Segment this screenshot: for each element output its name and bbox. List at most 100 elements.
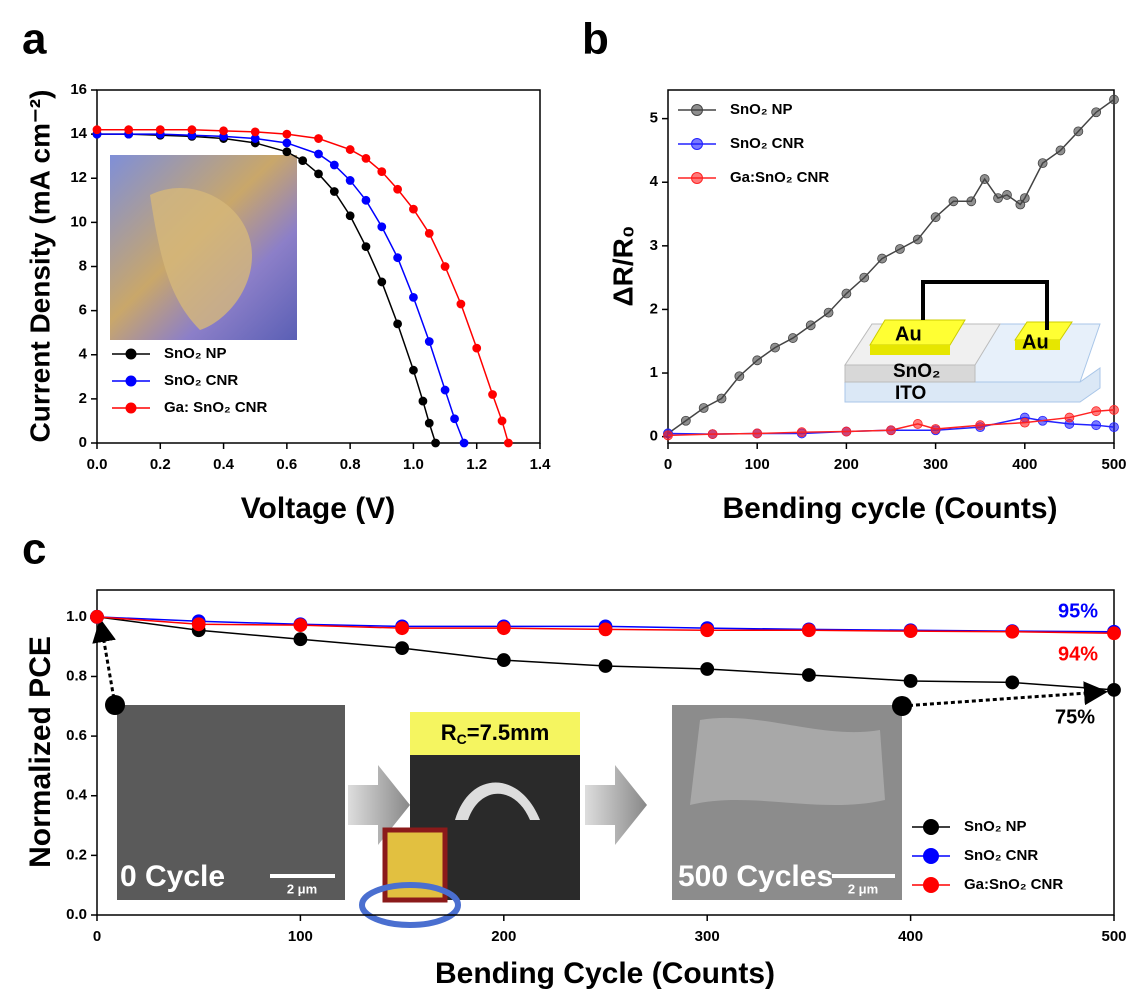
x-tick-label: 1.2 bbox=[466, 456, 487, 473]
data-point bbox=[681, 416, 690, 425]
inset-label: 500 Cycles bbox=[678, 860, 833, 893]
data-point bbox=[91, 610, 104, 623]
x-tick-label: 0 bbox=[93, 928, 101, 945]
x-tick-label: 300 bbox=[695, 928, 720, 945]
data-point bbox=[599, 623, 612, 636]
x-tick-label: 0.2 bbox=[150, 456, 171, 473]
data-point bbox=[802, 668, 815, 681]
legend-marker bbox=[126, 376, 136, 386]
legend-label: SnO₂ NP bbox=[964, 818, 1027, 835]
data-point bbox=[409, 293, 417, 301]
x-tick-label: 100 bbox=[288, 928, 313, 945]
legend-label: Ga: SnO₂ CNR bbox=[164, 399, 268, 416]
x-tick-label: 500 bbox=[1101, 928, 1126, 945]
data-point bbox=[701, 663, 714, 676]
data-point bbox=[441, 263, 449, 271]
y-tick-label: 0.2 bbox=[66, 846, 87, 863]
annotation: 94% bbox=[1058, 643, 1098, 665]
y-tick-label: 12 bbox=[70, 169, 87, 186]
y-tick-label: 0 bbox=[650, 428, 658, 445]
data-point bbox=[315, 150, 323, 158]
inset-label-part: R bbox=[441, 720, 457, 745]
data-point bbox=[931, 213, 940, 222]
data-point bbox=[860, 273, 869, 282]
data-point bbox=[283, 148, 291, 156]
annotation: 75% bbox=[1055, 706, 1095, 728]
y-tick-label: 0 bbox=[79, 434, 87, 451]
data-point bbox=[842, 289, 851, 298]
data-point bbox=[362, 196, 370, 204]
legend-marker bbox=[924, 878, 939, 893]
data-point bbox=[735, 372, 744, 381]
data-point bbox=[949, 197, 958, 206]
x-tick-label: 0.8 bbox=[340, 456, 361, 473]
data-point bbox=[346, 212, 354, 220]
x-tick-label: 400 bbox=[898, 928, 923, 945]
data-point bbox=[283, 139, 291, 147]
legend-label: Ga:SnO₂ CNR bbox=[730, 169, 829, 186]
legend-marker bbox=[924, 820, 939, 835]
data-point bbox=[904, 625, 917, 638]
data-point bbox=[394, 185, 402, 193]
y-tick-label: 14 bbox=[70, 125, 87, 142]
data-point bbox=[93, 126, 101, 134]
data-point bbox=[1020, 194, 1029, 203]
y-tick-label: 3 bbox=[650, 237, 658, 254]
legend-label: SnO₂ CNR bbox=[730, 135, 804, 152]
legend-marker bbox=[692, 105, 703, 116]
data-point bbox=[701, 624, 714, 637]
y-axis-title: ΔR/R₀ bbox=[607, 226, 638, 307]
legend-marker bbox=[692, 173, 703, 184]
legend-marker bbox=[924, 849, 939, 864]
y-tick-label: 0.0 bbox=[66, 906, 87, 923]
data-point bbox=[976, 421, 985, 430]
callout-arrow bbox=[902, 692, 1102, 706]
data-point bbox=[188, 126, 196, 134]
data-point bbox=[396, 622, 409, 635]
data-point bbox=[409, 205, 417, 213]
data-point bbox=[409, 366, 417, 374]
data-point bbox=[451, 415, 459, 423]
data-point bbox=[1108, 627, 1121, 640]
inset-label: Au bbox=[895, 323, 922, 345]
data-point bbox=[797, 428, 806, 437]
data-point bbox=[913, 419, 922, 428]
inset-label: 0 Cycle bbox=[120, 860, 225, 893]
data-point bbox=[802, 624, 815, 637]
data-point bbox=[497, 654, 510, 667]
data-point bbox=[1110, 405, 1119, 414]
x-axis-title: Bending Cycle (Counts) bbox=[435, 957, 775, 990]
x-tick-label: 200 bbox=[834, 456, 859, 473]
data-point bbox=[1092, 421, 1101, 430]
legend-label: SnO₂ NP bbox=[164, 345, 227, 362]
panel-label: a bbox=[22, 15, 47, 64]
data-point bbox=[315, 135, 323, 143]
x-tick-label: 400 bbox=[1012, 456, 1037, 473]
data-point bbox=[299, 157, 307, 165]
data-point bbox=[294, 619, 307, 632]
y-tick-label: 1 bbox=[650, 364, 658, 381]
data-point bbox=[1065, 413, 1074, 422]
x-tick-label: 1.0 bbox=[403, 456, 424, 473]
figure: a b c Au Au SnO₂ ITO 0 Cycle 500 Cycles … bbox=[0, 0, 1127, 996]
y-tick-label: 4 bbox=[650, 173, 659, 190]
data-point bbox=[425, 419, 433, 427]
legend-label: Ga:SnO₂ CNR bbox=[964, 876, 1063, 893]
scale-label: 2 μm bbox=[848, 881, 878, 896]
y-tick-label: 16 bbox=[70, 81, 87, 98]
inset-diagram bbox=[845, 282, 1100, 402]
data-point bbox=[824, 308, 833, 317]
data-point bbox=[717, 394, 726, 403]
data-point bbox=[251, 128, 259, 136]
data-point bbox=[489, 390, 497, 398]
data-point bbox=[330, 187, 338, 195]
data-point bbox=[664, 431, 673, 440]
legend-label: SnO₂ NP bbox=[730, 101, 793, 118]
data-point bbox=[378, 223, 386, 231]
data-point bbox=[294, 633, 307, 646]
data-point bbox=[460, 439, 468, 447]
y-tick-label: 6 bbox=[79, 302, 87, 319]
data-point bbox=[904, 674, 917, 687]
y-tick-label: 5 bbox=[650, 110, 658, 127]
scale-label: 2 μm bbox=[287, 881, 317, 896]
